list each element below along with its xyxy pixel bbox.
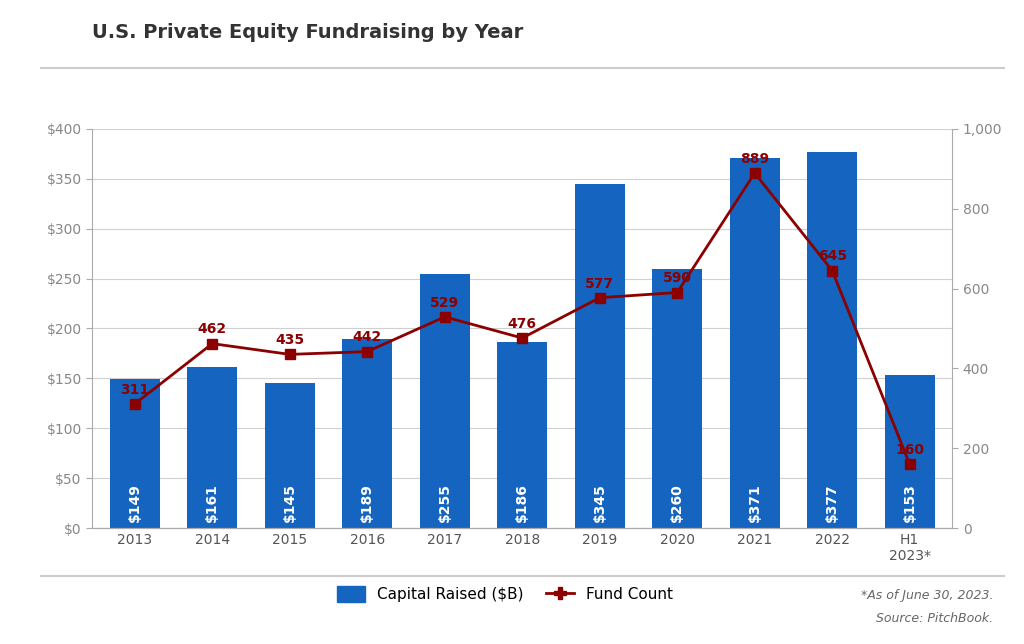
Text: $345: $345 <box>593 483 607 522</box>
Bar <box>574 184 625 528</box>
Text: $153: $153 <box>903 483 916 522</box>
Text: 889: 889 <box>740 152 769 166</box>
Text: 590: 590 <box>663 271 692 285</box>
Bar <box>729 158 780 528</box>
Text: 577: 577 <box>586 276 614 290</box>
Legend: Capital Raised ($B), Fund Count: Capital Raised ($B), Fund Count <box>331 580 679 609</box>
Text: 529: 529 <box>430 296 460 310</box>
Bar <box>497 343 548 528</box>
Bar <box>264 383 315 528</box>
Text: 160: 160 <box>895 443 925 457</box>
Text: $377: $377 <box>825 484 840 522</box>
Text: Source: PitchBook.: Source: PitchBook. <box>877 612 993 625</box>
Text: $161: $161 <box>205 483 219 522</box>
Bar <box>110 379 160 528</box>
Bar <box>885 375 935 528</box>
Text: 311: 311 <box>120 383 150 397</box>
Text: *As of June 30, 2023.: *As of June 30, 2023. <box>861 589 993 602</box>
Text: U.S. Private Equity Fundraising by Year: U.S. Private Equity Fundraising by Year <box>92 23 523 42</box>
Text: $149: $149 <box>128 483 141 522</box>
Text: 435: 435 <box>275 333 304 347</box>
Text: $186: $186 <box>515 483 529 522</box>
Text: 462: 462 <box>198 323 227 336</box>
Text: 645: 645 <box>817 249 847 263</box>
Text: $255: $255 <box>437 483 452 522</box>
Bar <box>187 367 238 528</box>
Bar <box>342 339 392 528</box>
Text: $371: $371 <box>748 484 762 522</box>
Bar <box>807 152 857 528</box>
Bar <box>652 269 702 528</box>
Text: 442: 442 <box>352 330 382 345</box>
Text: $260: $260 <box>671 484 684 522</box>
Text: $145: $145 <box>283 483 297 522</box>
Text: $189: $189 <box>360 483 374 522</box>
Bar <box>420 274 470 528</box>
Text: 476: 476 <box>508 317 537 331</box>
